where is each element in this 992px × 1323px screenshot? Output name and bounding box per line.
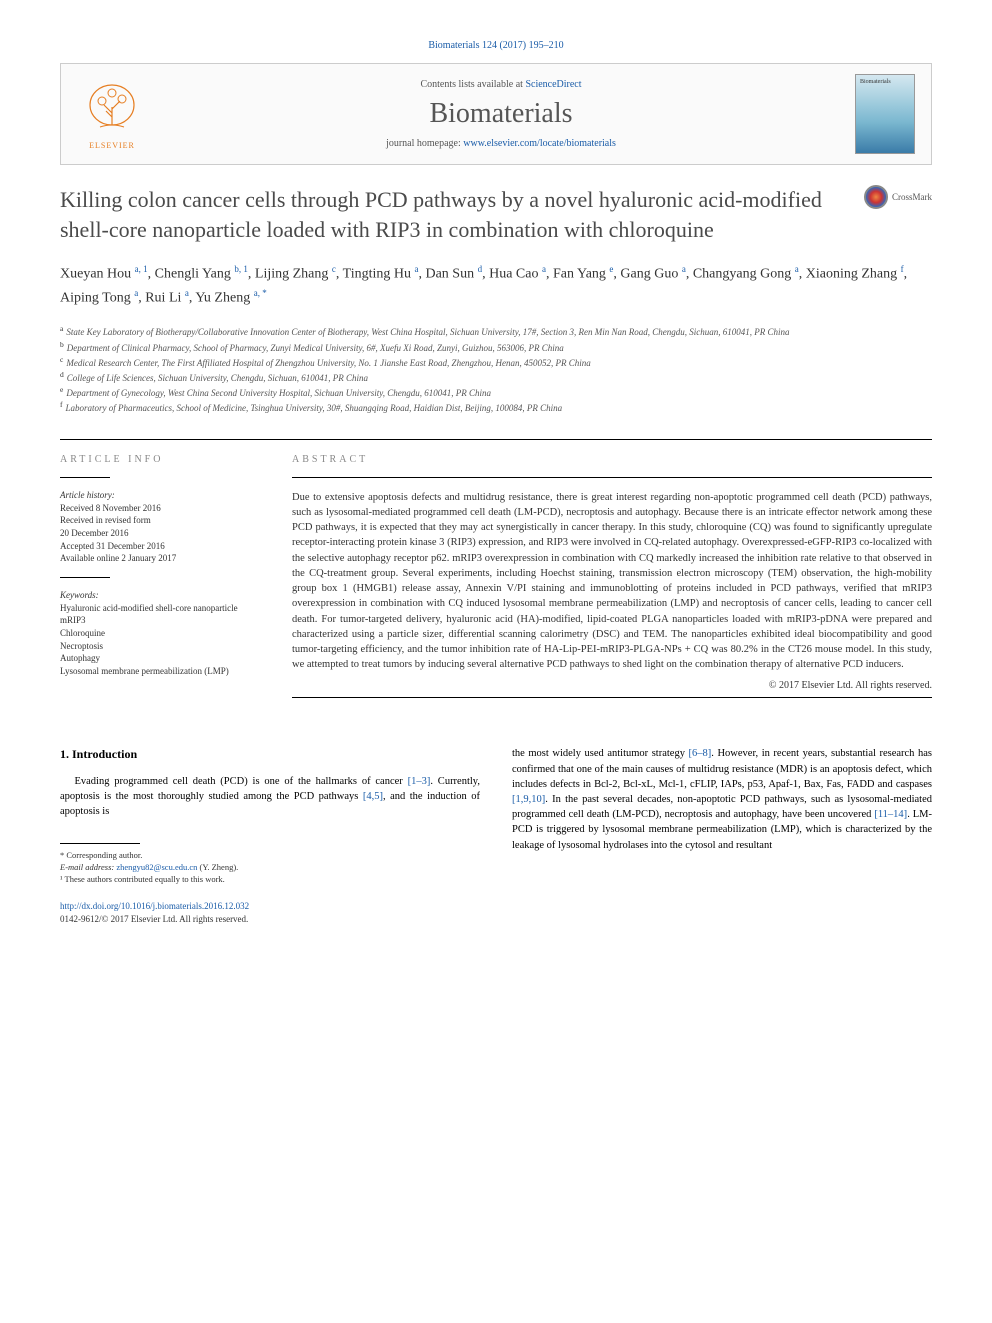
sciencedirect-link[interactable]: ScienceDirect [525, 79, 581, 90]
journal-home: journal homepage: www.elsevier.com/locat… [147, 138, 855, 149]
footer-notes: * Corresponding author. E-mail address: … [60, 843, 480, 925]
body-col-right: the most widely used antitumor strategy … [512, 746, 932, 925]
article-title: Killing colon cancer cells through PCD p… [60, 185, 852, 244]
info-abstract-row: ARTICLE INFO Article history: Received 8… [60, 439, 932, 711]
abstract-hr [292, 477, 932, 478]
email-suffix: (Y. Zheng). [197, 862, 238, 872]
contents-box: ELSEVIER Contents lists available at Sci… [60, 63, 932, 165]
abstract-heading: ABSTRACT [292, 454, 932, 465]
section-title: Introduction [72, 747, 137, 761]
crossmark-badge[interactable]: CrossMark [864, 185, 932, 209]
article-info-col: ARTICLE INFO Article history: Received 8… [60, 454, 260, 711]
abstract-hr-bottom [292, 697, 932, 698]
affiliations-list: aState Key Laboratory of Biotherapy/Coll… [60, 324, 932, 414]
body-col-left: 1. Introduction Evading programmed cell … [60, 746, 480, 925]
contents-avail: Contents lists available at ScienceDirec… [147, 79, 855, 90]
history-text: Received 8 November 2016Received in revi… [60, 502, 260, 565]
elsevier-tree-icon [82, 79, 142, 139]
email-label: E-mail address: [60, 862, 116, 872]
keywords-head: Keywords: [60, 590, 260, 600]
section-num: 1. [60, 747, 69, 761]
elsevier-logo[interactable]: ELSEVIER [77, 74, 147, 154]
journal-cover-thumb[interactable] [855, 74, 915, 154]
elsevier-text: ELSEVIER [89, 141, 135, 150]
article-info-heading: ARTICLE INFO [60, 454, 260, 465]
issn-line: 0142-9612/© 2017 Elsevier Ltd. All right… [60, 913, 480, 926]
corresp-note: * Corresponding author. [60, 850, 480, 862]
body-para-2: the most widely used antitumor strategy … [512, 746, 932, 853]
abstract-col: ABSTRACT Due to extensive apoptosis defe… [292, 454, 932, 711]
keywords-text: Hyaluronic acid-modified shell-core nano… [60, 602, 260, 678]
home-prefix: journal homepage: [386, 138, 463, 149]
avail-prefix: Contents lists available at [420, 79, 525, 90]
email-line: E-mail address: zhengyu82@scu.edu.cn (Y.… [60, 862, 480, 874]
journal-home-link[interactable]: www.elsevier.com/locate/biomaterials [463, 138, 616, 149]
footer-hr [60, 843, 140, 844]
equal-contrib-note: ¹ These authors contributed equally to t… [60, 874, 480, 886]
contents-center: Contents lists available at ScienceDirec… [147, 79, 855, 149]
abstract-text: Due to extensive apoptosis defects and m… [292, 490, 932, 673]
info-hr-2 [60, 577, 110, 578]
email-link[interactable]: zhengyu82@scu.edu.cn [116, 862, 197, 872]
crossmark-icon [864, 185, 888, 209]
header-citation: Biomaterials 124 (2017) 195–210 [60, 40, 932, 51]
section-heading: 1. Introduction [60, 746, 480, 763]
title-row: Killing colon cancer cells through PCD p… [60, 185, 932, 244]
journal-name: Biomaterials [147, 98, 855, 130]
history-head: Article history: [60, 490, 260, 500]
authors-list: Xueyan Hou a, 1, Chengli Yang b, 1, Liji… [60, 262, 932, 310]
crossmark-label: CrossMark [892, 192, 932, 202]
info-hr [60, 477, 110, 478]
body-para-1: Evading programmed cell death (PCD) is o… [60, 774, 480, 820]
doi-link[interactable]: http://dx.doi.org/10.1016/j.biomaterials… [60, 900, 480, 913]
abstract-copyright: © 2017 Elsevier Ltd. All rights reserved… [292, 680, 932, 691]
body-section: 1. Introduction Evading programmed cell … [60, 746, 932, 925]
